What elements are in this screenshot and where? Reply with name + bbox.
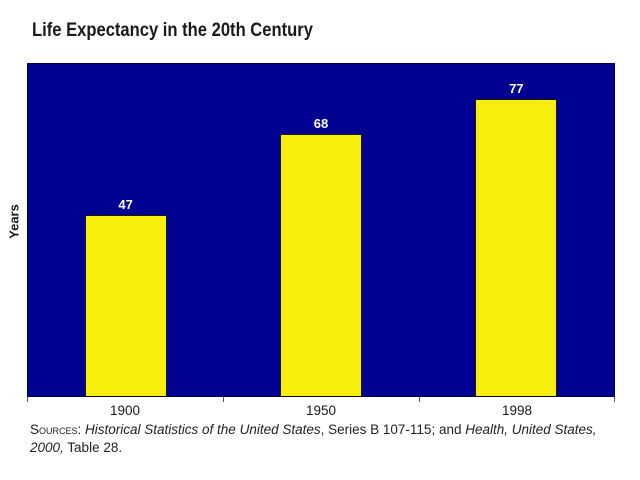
- bar-group-1950: 68: [223, 64, 418, 396]
- bar-group-1900: 47: [28, 64, 223, 396]
- bar-1950: [279, 133, 362, 396]
- source-note-italic-title-2-cont: 2000,: [30, 439, 64, 455]
- bar-value-label: 68: [313, 115, 329, 131]
- x-axis-tick: [419, 397, 420, 402]
- source-note-suffix: Table 28.: [63, 439, 123, 455]
- bar-value-label: 77: [509, 80, 524, 96]
- x-axis-tick: [614, 397, 615, 402]
- bar-1900: [84, 214, 167, 396]
- x-axis-tick: [223, 397, 224, 402]
- source-note-italic-title-2: Health, United States,: [465, 422, 597, 437]
- source-note-middle: , Series B 107-115; and: [320, 422, 466, 437]
- source-note-italic-title-1: Historical Statistics of the United Stat…: [85, 422, 321, 437]
- bar-group-1998: 77: [419, 64, 614, 396]
- bar-1998: [475, 98, 558, 396]
- y-axis-label: Years: [6, 204, 22, 239]
- source-note: Sources: Historical Statistics of the Un…: [30, 421, 622, 456]
- x-tick-label-1998: 1998: [501, 403, 533, 418]
- bar-value-label: 47: [118, 196, 133, 212]
- x-axis-tick: [27, 397, 28, 402]
- x-tick-label-1900: 1900: [109, 403, 141, 418]
- x-axis: [27, 397, 615, 403]
- x-tick-label-1950: 1950: [305, 403, 337, 418]
- x-axis-labels: 1900 1950 1998: [27, 403, 615, 418]
- plot-area: 47 68 77: [27, 63, 615, 397]
- source-note-label: Sources:: [30, 422, 86, 437]
- chart-title: Life Expectancy in the 20th Century: [32, 19, 313, 41]
